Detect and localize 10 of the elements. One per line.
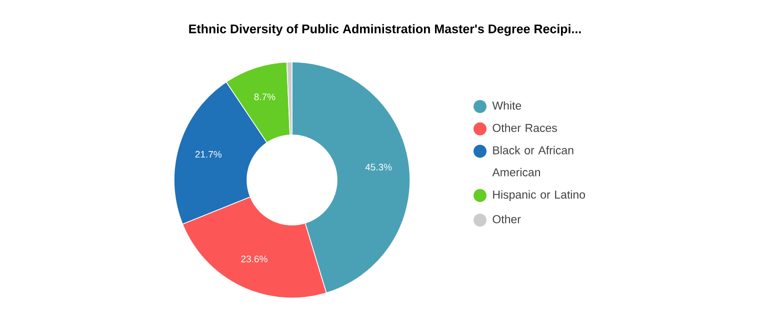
data-label: 23.6% (241, 256, 268, 262)
data-label: 8.7% (254, 94, 276, 100)
chart-title: Ethnic Diversity of Public Administration Master's Degree Recipi... (189, 24, 581, 36)
data-label: 45.3% (365, 164, 392, 170)
legend-label: Hispanic or Latino (493, 190, 586, 201)
legend-label: Black or African American (492, 146, 574, 176)
data-label: 21.7% (195, 150, 222, 158)
legend-label: White (492, 101, 522, 110)
legend-label: Other Races (492, 124, 557, 132)
legend-label: Other (492, 214, 521, 224)
